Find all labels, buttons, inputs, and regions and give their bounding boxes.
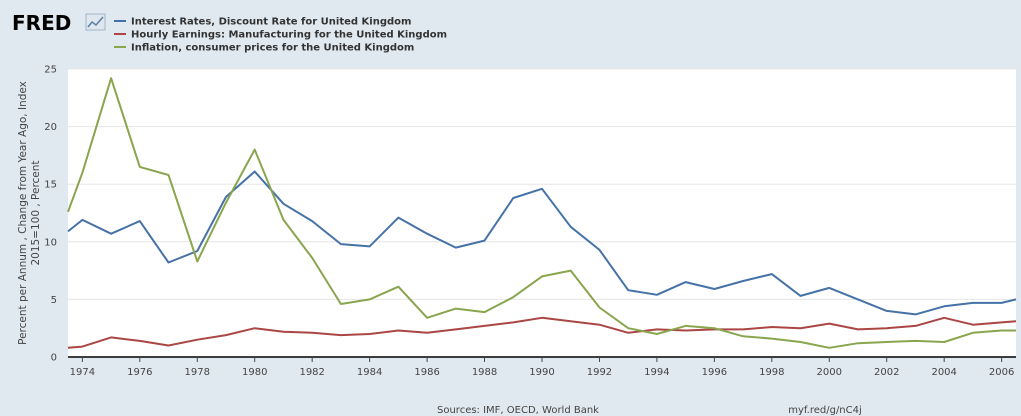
y-tick-label-15: 15 [44,180,57,191]
x-tick-label-1980: 1980 [242,367,267,378]
legend-item-1[interactable]: Interest Rates, Discount Rate for United… [131,17,411,28]
y-tick-label-25: 25 [44,65,57,76]
x-tick-label-1978: 1978 [185,367,210,378]
series-line-3[interactable] [67,77,1016,349]
y-axis-label-line-1: Percent per Annum , Change from Year Ago… [17,81,29,345]
x-tick-label-1974: 1974 [70,367,95,378]
x-tick-label-1998: 1998 [759,367,784,378]
x-tick-label-1990: 1990 [529,367,554,378]
y-tick-label-5: 5 [51,295,57,306]
fred-logo-graph-icon [85,13,106,31]
x-tick-label-1996: 1996 [702,367,727,378]
x-tick-label-2004: 2004 [931,367,956,378]
x-tick-label-2000: 2000 [817,367,842,378]
y-tick-label-10: 10 [44,237,57,248]
legend-item-3[interactable]: Inflation, consumer prices for the Unite… [131,43,414,54]
series-lines [67,77,1017,349]
legend-item-2[interactable]: Hourly Earnings: Manufacturing for the U… [131,30,447,41]
y-tick-label-20: 20 [44,122,57,133]
x-tick-label-2006: 2006 [989,367,1014,378]
plot-area [68,69,1016,357]
legend: Interest Rates, Discount Rate for United… [114,17,447,54]
y-tick-label-0: 0 [51,353,57,364]
y-axis: 0 5 10 15 20 25 [44,65,57,364]
series-line-1[interactable] [67,170,1017,316]
short-url[interactable]: myf.red/g/nC4j [788,405,862,416]
x-tick-label-1994: 1994 [644,367,669,378]
x-axis: 1974 1976 1978 1980 1982 1984 1986 1988 1990 1992… [70,357,1014,378]
x-tick-label-1984: 1984 [357,367,382,378]
x-tick-label-1988: 1988 [472,367,497,378]
x-tick-label-2002: 2002 [874,367,899,378]
sources-text: Sources: IMF, OECD, World Bank [437,405,599,416]
y-axis-label-line-2: 2015=100 , Percent [30,160,42,265]
x-tick-label-1986: 1986 [414,367,439,378]
series-line-2[interactable] [67,316,1017,349]
x-tick-label-1982: 1982 [299,367,324,378]
x-tick-label-1992: 1992 [587,367,612,378]
fred-logo[interactable]: FRED [12,11,71,35]
x-tick-label-1976: 1976 [127,367,152,378]
